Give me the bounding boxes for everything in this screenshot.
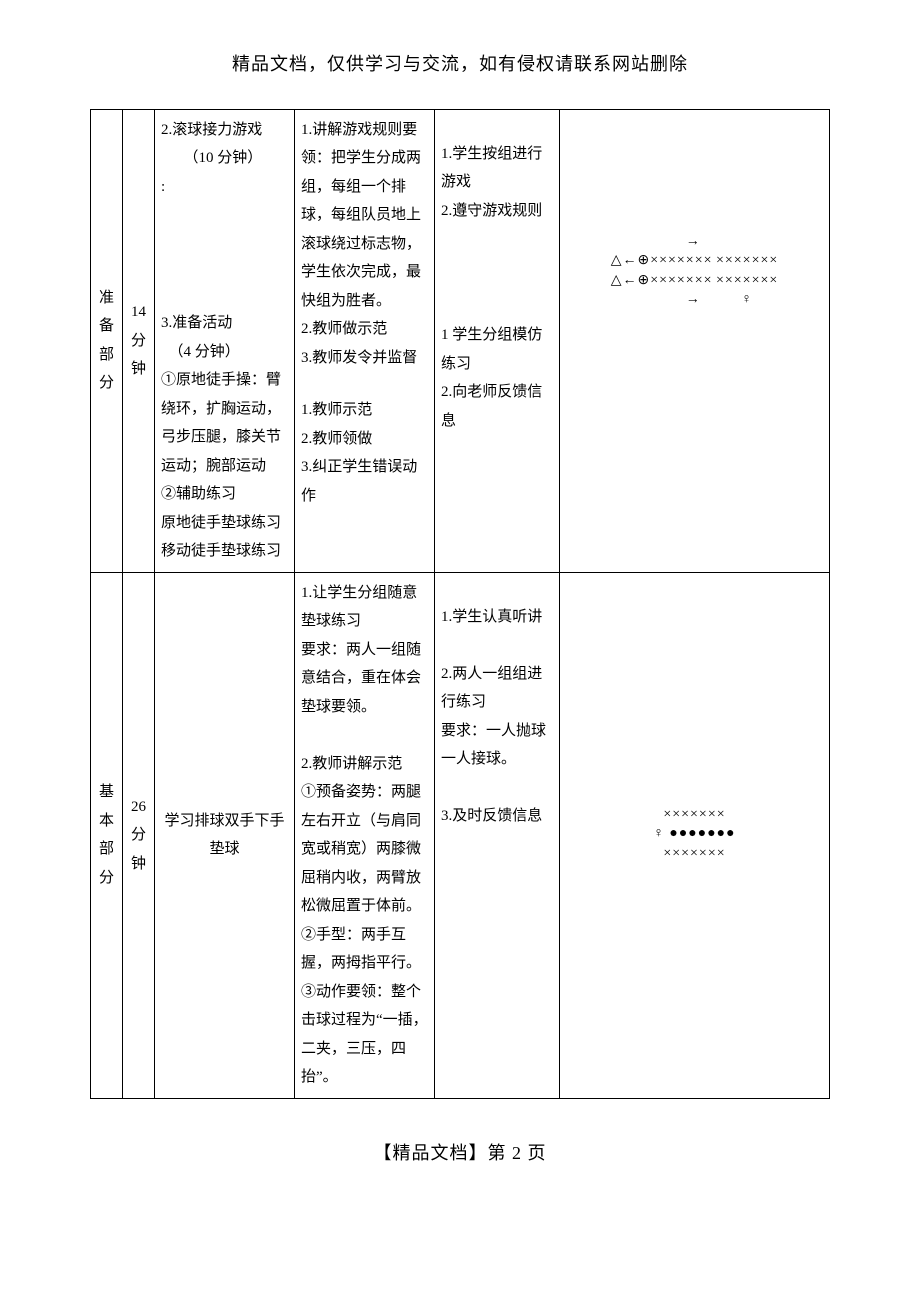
teacher-cell: 1.让学生分组随意垫球练习要求：两人一组随意结合，重在体会垫球要领。2.教师讲解… bbox=[295, 572, 435, 1098]
diagram-cell: ××××××× ♀ ●●●●●●● ××××××× bbox=[560, 572, 830, 1098]
diagram-cell: → △←⊕××××××× △←⊕××××××× → ××××××× ××××××… bbox=[560, 109, 830, 572]
student-part2: 1 学生分组模仿练习2.向老师反馈信息 bbox=[441, 321, 553, 435]
table-row: 准 备 部 分 14 分 钟 2.滚球接力游戏 （10 分钟）: 3.准备活动 … bbox=[91, 109, 830, 572]
time-char: 钟 bbox=[125, 850, 152, 879]
content-cell: 2.滚球接力游戏 （10 分钟）: 3.准备活动 （4 分钟）①原地徒手操：臂绕… bbox=[155, 109, 295, 572]
content-part1: 2.滚球接力游戏 （10 分钟）: bbox=[161, 116, 288, 202]
table-row: 基 本 部 分 26 分 钟 学习排球双手下手垫球 1.让学生分组随意垫球练习要… bbox=[91, 572, 830, 1098]
teacher-content: 1.让学生分组随意垫球练习要求：两人一组随意结合，重在体会垫球要领。2.教师讲解… bbox=[301, 579, 428, 1092]
content-cell: 学习排球双手下手垫球 bbox=[155, 572, 295, 1098]
section-cell: 准 备 部 分 bbox=[91, 109, 123, 572]
diagram-line: ××××××× bbox=[653, 844, 735, 864]
time-char: 26 bbox=[125, 793, 152, 822]
content-part2: 3.准备活动 （4 分钟）①原地徒手操：臂绕环，扩胸运动，弓步压腿，膝关节运动；… bbox=[161, 309, 288, 566]
section-char: 本 bbox=[93, 807, 120, 836]
diagram-line: △←⊕××××××× bbox=[611, 271, 713, 291]
diagram-line: → bbox=[611, 290, 713, 310]
time-char: 分 bbox=[125, 821, 152, 850]
section-char: 基 bbox=[93, 778, 120, 807]
section-char: 分 bbox=[93, 369, 120, 398]
time-char: 分 bbox=[125, 327, 152, 356]
diagram-line: ××××××× bbox=[653, 805, 735, 825]
section-char: 备 bbox=[93, 312, 120, 341]
page-footer: 【精品文档】第 2 页 bbox=[90, 1139, 830, 1168]
section-char: 分 bbox=[93, 864, 120, 893]
time-cell: 14 分 钟 bbox=[123, 109, 155, 572]
lesson-plan-table: 准 备 部 分 14 分 钟 2.滚球接力游戏 （10 分钟）: 3.准备活动 … bbox=[90, 109, 830, 1099]
diagram-line: ♀ bbox=[716, 290, 778, 310]
time-char: 钟 bbox=[125, 355, 152, 384]
time-cell: 26 分 钟 bbox=[123, 572, 155, 1098]
section-char: 部 bbox=[93, 341, 120, 370]
formation-diagram-1: → △←⊕××××××× △←⊕××××××× → bbox=[611, 232, 713, 310]
diagram-line: → bbox=[611, 232, 713, 252]
student-cell: 1.学生按组进行游戏2.遵守游戏规则 1 学生分组模仿练习2.向老师反馈信息 bbox=[435, 109, 560, 572]
diagram-line: ××××××× bbox=[716, 271, 778, 291]
time-char: 14 bbox=[125, 298, 152, 327]
formation-diagram-3: ××××××× ♀ ●●●●●●● ××××××× bbox=[653, 805, 735, 864]
student-cell: 1.学生认真听讲2.两人一组组进行练习要求：一人抛球一人接球。3.及时反馈信息 bbox=[435, 572, 560, 1098]
teacher-cell: 1.讲解游戏规则要领：把学生分成两组，每组一个排球，每组队员地上滚球绕过标志物，… bbox=[295, 109, 435, 572]
diagram-line: ××××××× bbox=[716, 251, 778, 271]
diagram-line: ♀ ●●●●●●● bbox=[653, 824, 735, 844]
teacher-part1: 1.讲解游戏规则要领：把学生分成两组，每组一个排球，每组队员地上滚球绕过标志物，… bbox=[301, 116, 428, 373]
student-content: 1.学生认真听讲2.两人一组组进行练习要求：一人抛球一人接球。3.及时反馈信息 bbox=[441, 603, 553, 831]
student-part1: 1.学生按组进行游戏2.遵守游戏规则 bbox=[441, 140, 553, 226]
diagram-line: △←⊕××××××× bbox=[611, 251, 713, 271]
section-char: 部 bbox=[93, 835, 120, 864]
section-char: 准 bbox=[93, 284, 120, 313]
teacher-part2: 1.教师示范2.教师领做3.纠正学生错误动作 bbox=[301, 396, 428, 510]
page-header: 精品文档，仅供学习与交流，如有侵权请联系网站删除 bbox=[90, 50, 830, 79]
formation-diagram-2: ××××××× ××××××× ♀ bbox=[716, 251, 778, 310]
section-cell: 基 本 部 分 bbox=[91, 572, 123, 1098]
